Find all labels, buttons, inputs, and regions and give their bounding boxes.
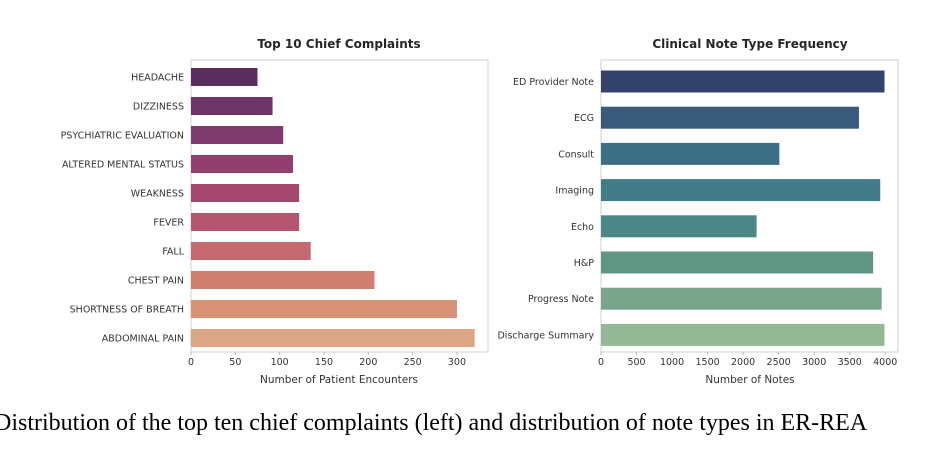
- bar-abdominal-pain: [191, 329, 475, 347]
- chart-title: Clinical Note Type Frequency: [652, 37, 847, 51]
- x-tick-label: 200: [359, 357, 377, 368]
- bar-psychiatric-evaluation: [191, 126, 284, 144]
- bar-imaging: [601, 179, 881, 202]
- bar-discharge-summary: [601, 323, 885, 346]
- bar-dizziness: [191, 97, 273, 115]
- bar-weakness: [191, 184, 300, 202]
- x-tick-label: 0: [188, 357, 194, 368]
- x-tick-label: 4000: [873, 357, 897, 368]
- x-tick-label: 250: [404, 357, 422, 368]
- x-tick-label: 500: [627, 357, 645, 368]
- y-tick-label: SHORTNESS OF BREATH: [70, 305, 184, 316]
- y-tick-label: PSYCHIATRIC EVALUATION: [61, 131, 184, 142]
- x-tick-label: 50: [229, 357, 241, 368]
- x-tick-label: 100: [271, 357, 289, 368]
- y-tick-labels: HEADACHE DIZZINESS PSYCHIATRIC EVALUATION A…: [61, 73, 185, 345]
- y-tick-label: ABDOMINAL PAIN: [102, 334, 184, 345]
- note-type-chart: Clinical Note Type Frequency ED Provider…: [497, 37, 899, 386]
- bar-chest-pain: [191, 271, 375, 289]
- y-tick-label: H&P: [574, 258, 595, 269]
- x-tick-label: 3500: [838, 357, 862, 368]
- y-tick-label: FALL: [162, 247, 184, 258]
- chief-complaints-chart: Top 10 Chief Complaints HEADACHE DIZZINES…: [61, 37, 489, 386]
- bar-ecg: [601, 106, 859, 129]
- y-tick-label: ED Provider Note: [513, 77, 594, 88]
- x-tick-label: 1000: [660, 357, 684, 368]
- x-tick-labels: 0 50 100 150 200 250 300: [188, 352, 466, 368]
- figure-canvas: Top 10 Chief Complaints HEADACHE DIZZINES…: [61, 37, 899, 386]
- y-tick-label: ALTERED MENTAL STATUS: [62, 160, 184, 171]
- y-tick-label: Imaging: [555, 186, 594, 197]
- bar-consult: [601, 142, 780, 165]
- bar-ed-provider-note: [601, 70, 885, 93]
- bar-progress-note: [601, 287, 882, 310]
- x-tick-label: 2500: [767, 357, 791, 368]
- bar-altered-mental-status: [191, 155, 293, 173]
- x-axis-label: Number of Notes: [705, 374, 794, 386]
- x-axis-label: Number of Patient Encounters: [260, 374, 418, 386]
- figure-caption: Distribution of the top ten chief compla…: [0, 410, 868, 436]
- y-tick-label: ECG: [574, 113, 594, 124]
- x-tick-label: 0: [598, 357, 604, 368]
- bar-fall: [191, 242, 311, 260]
- chart-title: Top 10 Chief Complaints: [257, 37, 420, 51]
- bar-echo: [601, 215, 757, 238]
- y-tick-label: Echo: [571, 222, 594, 233]
- y-tick-label: CHEST PAIN: [128, 276, 184, 287]
- y-tick-label: DIZZINESS: [133, 102, 184, 113]
- bar-fever: [191, 213, 300, 231]
- x-tick-label: 150: [315, 357, 333, 368]
- y-tick-label: HEADACHE: [131, 73, 184, 84]
- y-tick-label: Consult: [558, 149, 594, 160]
- y-tick-label: Discharge Summary: [497, 330, 594, 341]
- plot-frame: [190, 59, 489, 353]
- x-tick-labels: 0 500 1000 1500 2000 2500 3000 3500 4000: [598, 352, 897, 368]
- bar-group: [191, 68, 475, 347]
- bar-handp: [601, 251, 874, 274]
- bar-group: [601, 70, 885, 346]
- y-tick-labels: ED Provider Note ECG Consult Imaging Echo H&P…: [497, 77, 594, 341]
- bar-shortness-of-breath: [191, 300, 457, 318]
- bar-headache: [191, 68, 258, 86]
- x-tick-label: 3000: [802, 357, 826, 368]
- y-tick-label: FEVER: [153, 218, 184, 229]
- y-tick-label: Progress Note: [528, 294, 594, 305]
- x-tick-label: 1500: [695, 357, 719, 368]
- x-tick-label: 300: [448, 357, 466, 368]
- plot-frame: [600, 59, 899, 353]
- x-tick-label: 2000: [731, 357, 755, 368]
- y-tick-label: WEAKNESS: [131, 189, 184, 200]
